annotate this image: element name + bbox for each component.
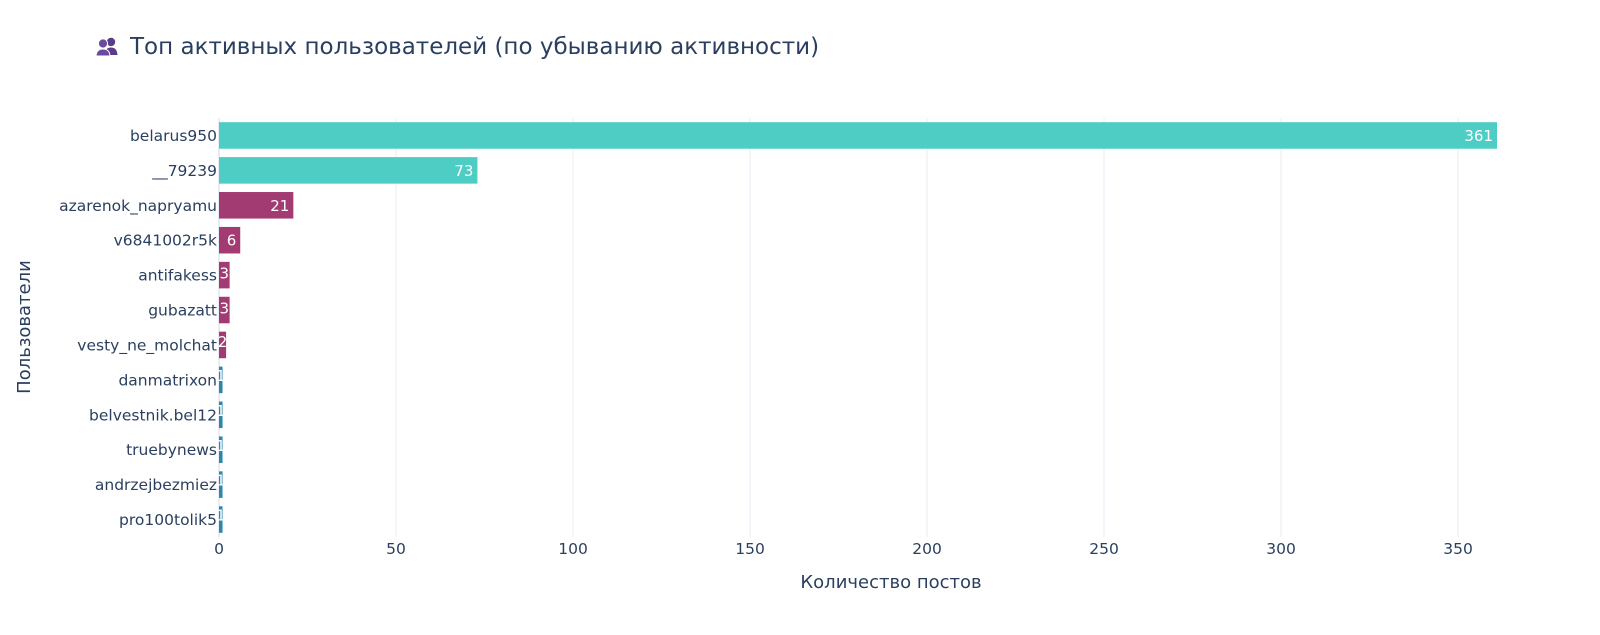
y-axis-title: Пользователи [14,260,35,394]
y-tick-label: vesty_ne_molchat [77,336,217,355]
chart-title-group: Топ активных пользователей (по убыванию … [95,34,819,60]
data-label: 1 [216,472,226,490]
bar[interactable] [219,192,294,219]
data-label: 361 [1464,127,1493,145]
bar[interactable] [219,436,223,463]
data-label: 3 [220,264,230,282]
bar[interactable] [219,366,223,394]
bars [219,122,1497,533]
bar[interactable] [219,226,241,254]
x-tick-label: 50 [386,540,406,558]
x-tick-labels: 0 50 100 150 200 250 300 350 [214,540,1473,558]
data-label: 1 [216,402,226,420]
bar[interactable] [219,506,223,533]
data-label: 21 [270,197,289,215]
y-tick-label: truebynews [126,441,217,459]
x-tick-label: 200 [912,540,942,558]
data-label: 1 [216,437,226,455]
x-tick-label: 100 [558,540,588,558]
bar[interactable] [219,471,223,498]
bar[interactable] [219,157,478,184]
data-label: 2 [218,333,228,351]
y-tick-label: v6841002r5k [114,232,217,250]
y-tick-labels: belarus950 __79239 azarenok_napryamu v68410… [59,127,217,529]
busts-in-silhouette-icon [95,37,118,57]
y-tick-label: belvestnik.bel12 [89,406,217,424]
chart-title: Топ активных пользователей (по убыванию … [129,34,819,60]
y-tick-label: gubazatt [148,302,217,320]
x-axis-title: Количество постов [800,572,981,593]
data-label: 73 [454,162,473,180]
data-label: 6 [227,232,237,250]
bar[interactable] [219,401,223,429]
y-tick-label: andrzejbezmiez [95,476,217,494]
data-label: 3 [220,299,230,317]
bar[interactable] [219,296,230,324]
y-tick-label: danmatrixon [118,371,217,389]
y-tick-label: __79239 [151,162,217,181]
data-label: 1 [216,507,226,525]
x-tick-label: 150 [735,540,765,558]
y-tick-label: belarus950 [130,127,217,145]
y-tick-label: azarenok_napryamu [59,197,217,216]
x-tick-label: 300 [1266,540,1296,558]
y-tick-label: pro100tolik5 [119,511,217,529]
bar[interactable] [219,331,227,359]
gridlines [218,118,1459,537]
bar[interactable] [219,261,230,289]
bar[interactable] [219,122,1497,149]
x-tick-label: 0 [214,540,224,558]
x-tick-label: 350 [1443,540,1473,558]
data-label: 1 [216,367,226,385]
x-tick-label: 250 [1089,540,1119,558]
y-tick-label: antifakess [138,267,217,285]
